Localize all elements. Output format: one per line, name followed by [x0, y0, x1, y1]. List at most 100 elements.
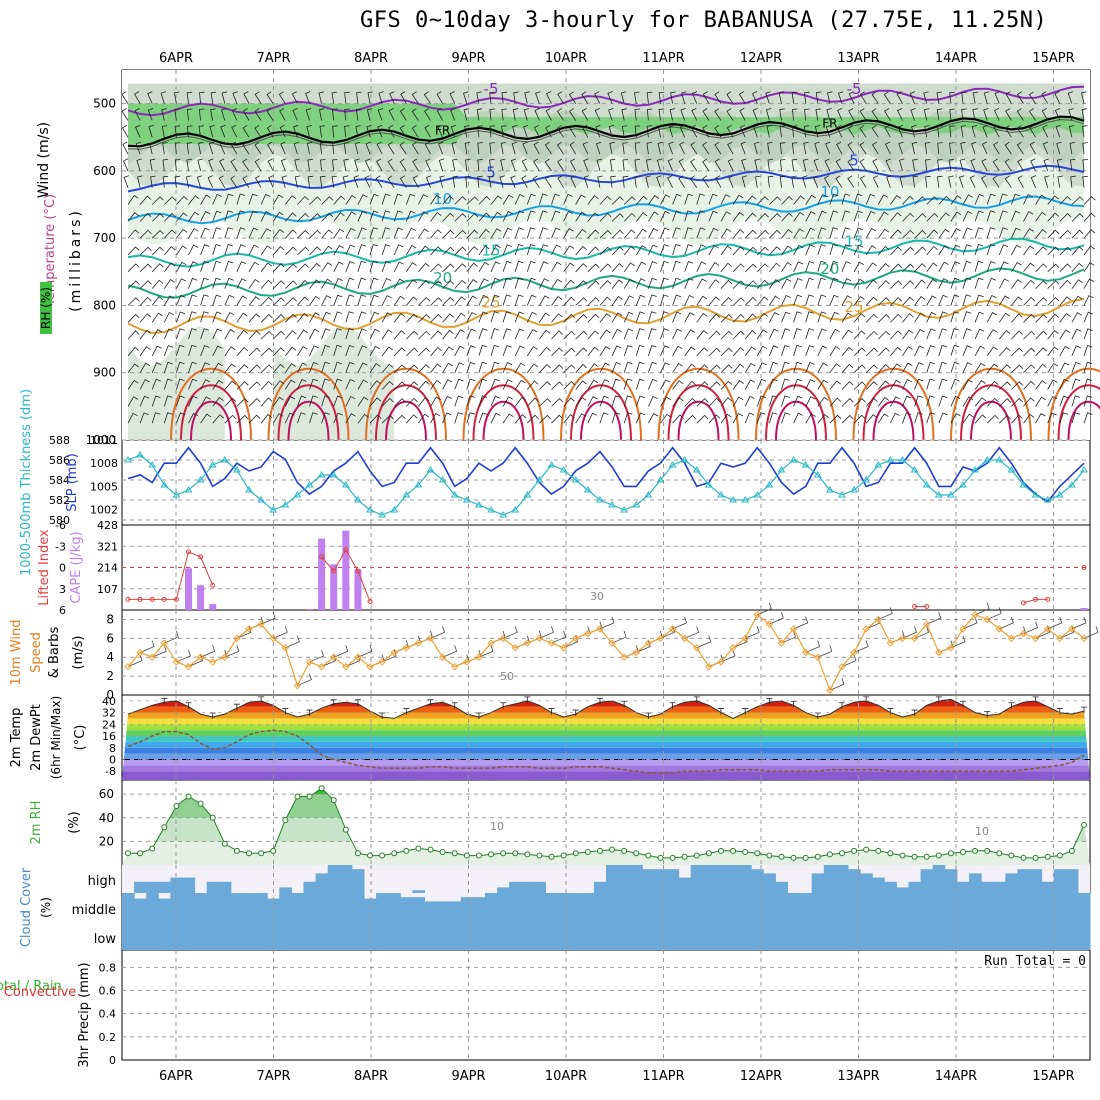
wind-barb — [658, 125, 664, 138]
wind-barb — [754, 158, 760, 171]
wind-barb — [623, 328, 634, 340]
wind-barb — [696, 227, 706, 239]
li-marker — [186, 549, 192, 555]
wind-barb — [902, 195, 914, 205]
wind-barb — [1023, 262, 1035, 273]
wind-barb — [151, 229, 164, 239]
wind-speed-marker — [342, 662, 350, 671]
thickness-marker — [825, 486, 834, 493]
wind-barb — [587, 379, 599, 390]
li-marker — [173, 596, 179, 602]
wind-barb — [998, 329, 1011, 340]
wind-barb — [556, 108, 564, 121]
temp-minmax-bar — [524, 696, 531, 703]
cloud-cell — [569, 921, 583, 950]
wind-barb — [1035, 314, 1048, 323]
wind-barb — [526, 363, 539, 373]
wind-barb — [914, 213, 927, 222]
wind-barb — [454, 378, 464, 390]
wind-barb — [224, 210, 234, 222]
wind-barb — [756, 378, 767, 390]
wind-barb — [986, 227, 996, 239]
wind-barb — [656, 158, 663, 172]
wind-barb — [793, 211, 805, 222]
wind-barb — [1071, 295, 1083, 306]
date-label-top: 14APR — [935, 51, 977, 66]
wind-barb — [454, 345, 465, 357]
wind-barb — [648, 277, 657, 289]
wind-barb — [914, 312, 925, 323]
wind-barb — [926, 245, 938, 256]
wind-barb — [859, 175, 867, 188]
wind-barb — [938, 361, 947, 373]
wind-tick-label: 6 — [106, 631, 114, 645]
temp-minmax-bar — [354, 699, 361, 706]
wind-barb — [224, 329, 235, 340]
rh-marker — [475, 852, 482, 859]
rh-marker — [233, 847, 240, 854]
wind-barb — [236, 210, 246, 222]
wind-barb — [708, 313, 721, 323]
wind-barb — [231, 108, 238, 121]
cloud-cell — [763, 921, 776, 950]
cloud-cell — [424, 901, 438, 921]
wind-barb — [817, 210, 827, 222]
wind-barb — [960, 141, 966, 155]
thickness-tick-label: 580 — [49, 514, 70, 527]
wind-barb — [364, 158, 371, 172]
cloud-cell — [763, 893, 776, 921]
wind-barb — [1047, 246, 1060, 256]
wind-barb — [514, 277, 524, 289]
wind-barb — [406, 397, 418, 407]
rh-marker — [318, 785, 325, 792]
wind-barb — [884, 141, 891, 155]
wind-barb — [1041, 108, 1049, 121]
wind-barb — [938, 212, 950, 222]
rh-marker — [947, 850, 954, 857]
thickness-marker — [172, 491, 181, 498]
wind-barb — [914, 246, 927, 256]
wind-barb — [732, 363, 745, 373]
thickness-marker — [450, 491, 459, 498]
thickness-marker — [329, 471, 338, 478]
wind-barb — [345, 395, 356, 407]
wind-barb — [937, 125, 943, 138]
rh-marker — [572, 850, 579, 857]
wind-speed-marker — [584, 629, 592, 638]
wind-barb — [1069, 142, 1075, 155]
wind-barb — [1011, 313, 1023, 323]
wind-barb — [902, 412, 912, 424]
wind-barb — [732, 280, 745, 289]
wind-barb — [936, 91, 942, 104]
wind-barb — [478, 228, 490, 239]
wind-barb — [200, 244, 210, 256]
wind-barb — [1071, 328, 1082, 340]
wind-barb — [292, 124, 299, 138]
thickness-marker — [753, 491, 762, 498]
wind-barb — [962, 311, 972, 323]
wind-barb — [986, 277, 997, 289]
wind-barb-10m — [914, 626, 930, 639]
wind-barb — [998, 278, 1010, 289]
wind-barb — [950, 311, 960, 323]
wind-barb — [847, 175, 855, 188]
surface-heat-contour — [580, 400, 622, 441]
wind-speed-marker — [148, 653, 156, 661]
wind-barb — [501, 108, 507, 121]
wind-barb — [781, 278, 792, 289]
thickness-marker — [1031, 491, 1040, 498]
wind-barb — [513, 91, 519, 104]
wind-barb — [236, 381, 249, 390]
upper-temp-label: Temperature (°C) — [43, 194, 58, 307]
wind-barb — [466, 246, 479, 256]
wind-barb — [466, 262, 478, 273]
wind-barb — [1047, 346, 1059, 357]
wind-barb — [266, 91, 274, 104]
surface-heat-contour — [1047, 367, 1100, 441]
wind-barb — [1023, 347, 1036, 357]
wind-barb — [1035, 194, 1046, 205]
wind-barb — [622, 159, 629, 171]
thickness-marker — [850, 486, 858, 493]
surface-heat-contour — [365, 367, 447, 441]
